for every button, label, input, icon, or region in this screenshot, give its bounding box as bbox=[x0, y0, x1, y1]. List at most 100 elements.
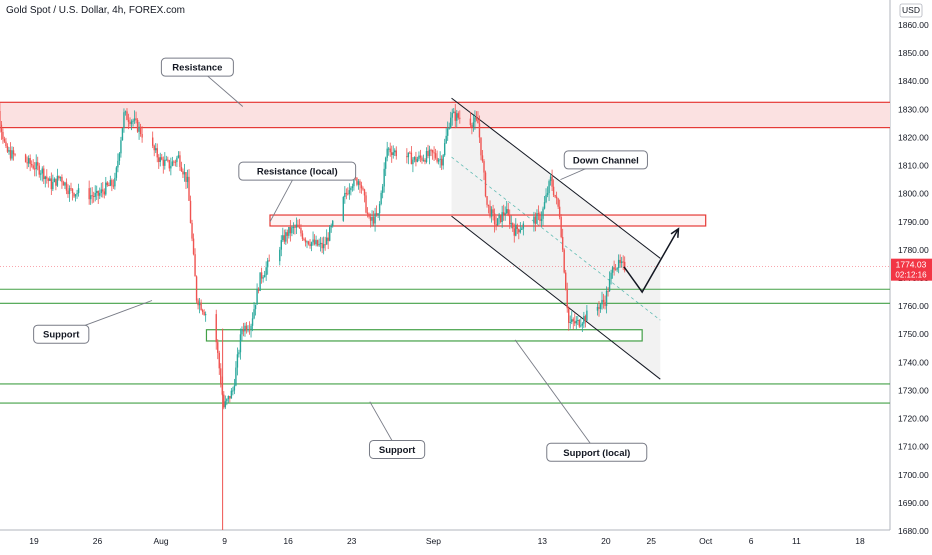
candle-body bbox=[499, 214, 502, 223]
candle-body bbox=[165, 159, 168, 161]
candle-body bbox=[481, 155, 484, 162]
candle-body bbox=[445, 135, 447, 144]
channel-lower-line bbox=[451, 215, 661, 380]
x-tick-label: 20 bbox=[601, 536, 611, 546]
candle-body bbox=[368, 213, 370, 218]
candle-body bbox=[604, 301, 606, 306]
candle-body bbox=[2, 131, 4, 140]
chart-title: Gold Spot / U.S. Dollar, 4h, FOREX.com bbox=[6, 5, 185, 16]
candle-body bbox=[543, 202, 546, 209]
candle-body bbox=[521, 228, 523, 230]
candle-body bbox=[599, 304, 602, 309]
candle-body bbox=[156, 148, 158, 158]
candle-body bbox=[220, 368, 222, 384]
y-tick-label: 1850.00 bbox=[898, 48, 929, 58]
candle-body bbox=[391, 152, 393, 156]
candle-body bbox=[167, 159, 169, 161]
candle-body bbox=[0, 110, 1, 125]
candle-body bbox=[50, 178, 53, 190]
candle-body bbox=[422, 159, 425, 161]
candle-body bbox=[605, 291, 608, 306]
candle-body bbox=[250, 325, 252, 330]
y-tick-label: 1830.00 bbox=[898, 104, 929, 114]
candle-body bbox=[608, 279, 611, 292]
candle-body bbox=[53, 178, 56, 183]
candle-body bbox=[581, 323, 584, 326]
candle-body bbox=[159, 157, 161, 162]
candle-body bbox=[46, 176, 48, 179]
candle-body bbox=[201, 310, 204, 312]
candle-body bbox=[266, 260, 269, 268]
candle-body bbox=[371, 216, 373, 221]
candle-body bbox=[383, 168, 385, 187]
candle-body bbox=[223, 394, 225, 408]
zone-0 bbox=[0, 101, 890, 129]
candle-body bbox=[490, 209, 493, 217]
candle-body bbox=[554, 194, 556, 197]
x-tick-label: 26 bbox=[93, 536, 103, 546]
candle-body bbox=[424, 159, 426, 162]
candle-body bbox=[251, 318, 254, 326]
candle-body bbox=[12, 150, 15, 155]
zone-2 bbox=[205, 329, 643, 342]
candle-body bbox=[108, 185, 110, 187]
candle-body bbox=[24, 154, 27, 163]
candle-body bbox=[456, 113, 458, 121]
candle-body bbox=[563, 249, 565, 273]
candle-body bbox=[109, 180, 112, 186]
candle-body bbox=[297, 224, 299, 228]
candle-body bbox=[329, 227, 331, 241]
candle-body bbox=[0, 124, 3, 132]
candle-body bbox=[6, 146, 9, 152]
candle-body bbox=[542, 208, 544, 219]
candle-body bbox=[127, 119, 130, 122]
candle-body bbox=[100, 189, 102, 194]
candle-body bbox=[533, 216, 535, 224]
candle-body bbox=[407, 152, 410, 158]
x-tick-label: Sep bbox=[426, 536, 441, 546]
y-tick-label: 1750.00 bbox=[898, 329, 929, 339]
candle-body bbox=[265, 267, 267, 276]
candle-body bbox=[459, 117, 461, 119]
candle-body bbox=[174, 161, 177, 163]
candle-body bbox=[557, 198, 559, 207]
candle-body bbox=[549, 176, 552, 182]
candle-body bbox=[315, 240, 317, 245]
candle-body bbox=[327, 237, 329, 241]
candle-body bbox=[138, 126, 140, 132]
currency-label: USD bbox=[902, 5, 920, 15]
candle-body bbox=[226, 399, 228, 402]
candle-body bbox=[288, 227, 290, 236]
candle-body bbox=[283, 235, 286, 242]
candle-body bbox=[162, 159, 164, 166]
candle-body bbox=[68, 188, 71, 195]
candle-body bbox=[347, 193, 349, 195]
candle-body bbox=[186, 176, 189, 182]
candle-body bbox=[374, 213, 376, 224]
candle-body bbox=[285, 232, 287, 242]
candle-body bbox=[168, 160, 171, 169]
candle-body bbox=[259, 272, 261, 291]
candle-body bbox=[365, 195, 367, 213]
candle-body bbox=[106, 182, 109, 186]
candle-body bbox=[9, 149, 12, 159]
candle-body bbox=[88, 188, 90, 200]
candle-body bbox=[56, 175, 59, 186]
candle-body bbox=[565, 272, 567, 290]
candle-body bbox=[93, 196, 95, 198]
x-tick-label: Aug bbox=[154, 536, 169, 546]
candle-body bbox=[129, 121, 131, 125]
candle-body bbox=[342, 197, 345, 221]
candle-body bbox=[29, 158, 31, 165]
candle-body bbox=[501, 212, 503, 223]
y-tick-label: 1840.00 bbox=[898, 76, 929, 86]
candle-body bbox=[552, 186, 555, 195]
candle-body bbox=[443, 143, 446, 156]
candle-body bbox=[194, 254, 196, 277]
x-tick-label: 18 bbox=[855, 536, 865, 546]
candle-body bbox=[489, 205, 491, 217]
candle-body bbox=[96, 190, 98, 193]
candle-body bbox=[478, 123, 481, 138]
candle-body bbox=[177, 155, 180, 158]
